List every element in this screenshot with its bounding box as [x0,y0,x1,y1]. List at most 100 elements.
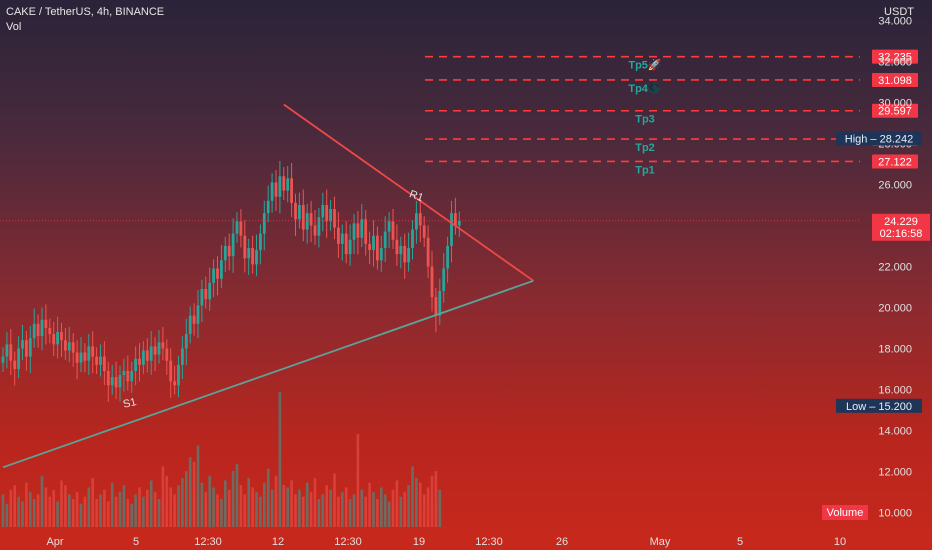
y-tick-label: 22.000 [878,261,912,273]
volume-bar [298,489,301,527]
candle-body [418,213,422,226]
last-price-tag [872,213,930,241]
volume-bar [348,499,352,527]
volume-bar [75,492,79,527]
candle-body [294,202,297,220]
volume-bar [114,496,118,527]
volume-bar [321,494,325,527]
volume-bar [185,471,188,527]
volume-bar [376,499,379,527]
candle-body [383,231,387,249]
target-level-label: Tp5🚀 [628,59,662,72]
volume-bar [313,478,317,527]
volume-bar [48,496,52,527]
x-tick-label: 10 [834,536,846,548]
volume-bar [99,494,102,527]
candle-body [106,370,110,386]
candle-body [337,227,340,244]
volume-bar [391,489,395,527]
y-tick-label: 10.000 [878,507,912,519]
volume-bar [325,485,328,527]
y-tick-label: 32.000 [878,56,912,68]
candle-body [118,375,122,388]
volume-indicator-label: Vol [6,21,22,33]
volume-bar [247,478,250,527]
volume-bar [263,482,266,527]
volume-bar [286,487,289,527]
candle-body [450,213,453,246]
candle-body [169,360,173,382]
volume-bar [259,496,262,527]
y-tick-label: 34.000 [878,15,912,27]
candle-body [28,338,32,357]
volume-bar [25,482,28,527]
candle-body [301,204,305,230]
candle-body [325,204,329,222]
volume-bar [40,475,44,527]
candle-body [200,288,204,306]
volume-bar [399,496,403,527]
volume-bar [110,482,114,527]
level-price-tag [872,72,918,87]
volume-bar [118,492,122,527]
volume-bar [407,485,410,527]
x-tick-label: Apr [46,536,63,548]
volume-bar [368,482,371,527]
volume-bar [103,489,106,527]
candle-body [372,235,375,251]
volume-bar [142,496,145,527]
y-tick-label: 14.000 [878,425,912,437]
candle-body [352,223,356,240]
volume-bar [95,499,98,527]
candle-body [83,352,87,361]
candle-body [309,213,313,226]
candle-body [157,342,161,355]
volume-bar [17,496,20,527]
candle-body [387,221,391,232]
low-tag-text: Low – 15.200 [846,401,912,413]
candle-body [161,342,165,349]
candle-body [64,340,67,351]
candle-body [434,297,438,316]
volume-bar [290,480,293,527]
volume-bar [356,433,360,527]
candle-body [212,268,215,283]
candle-body [231,233,235,257]
volume-bar [274,475,278,527]
candle-body [399,245,403,255]
volume-bar [352,494,356,527]
volume-bar [1,494,5,527]
candle-body [1,356,5,363]
candle-body [48,327,52,335]
volume-bar [364,496,367,527]
volume-bar [305,482,309,527]
candle-body [247,248,251,259]
level-price-text: 32.235 [878,52,912,64]
candle-body [454,213,457,226]
volume-bar [165,475,169,527]
volume-bar [426,487,430,527]
candle-body [32,323,36,339]
candle-body [407,248,410,263]
candle-body [153,346,157,355]
level-price-tag [872,154,918,169]
candle-body [457,220,461,226]
candle-body [40,319,44,337]
volume-bar [216,494,219,527]
candle-body [415,213,418,230]
volume-bar [36,494,40,527]
candle-body [5,344,9,357]
candle-body [145,350,149,361]
candle-body [426,237,430,267]
volume-bar [380,487,383,527]
volume-bar [430,475,434,527]
volume-bar [372,492,375,527]
candle-body [216,268,219,279]
volume-bar [383,494,387,527]
volume-bar [60,480,63,527]
volume-bar [224,480,227,527]
volume-bar [360,489,364,527]
x-tick-label: 12:30 [334,536,362,548]
